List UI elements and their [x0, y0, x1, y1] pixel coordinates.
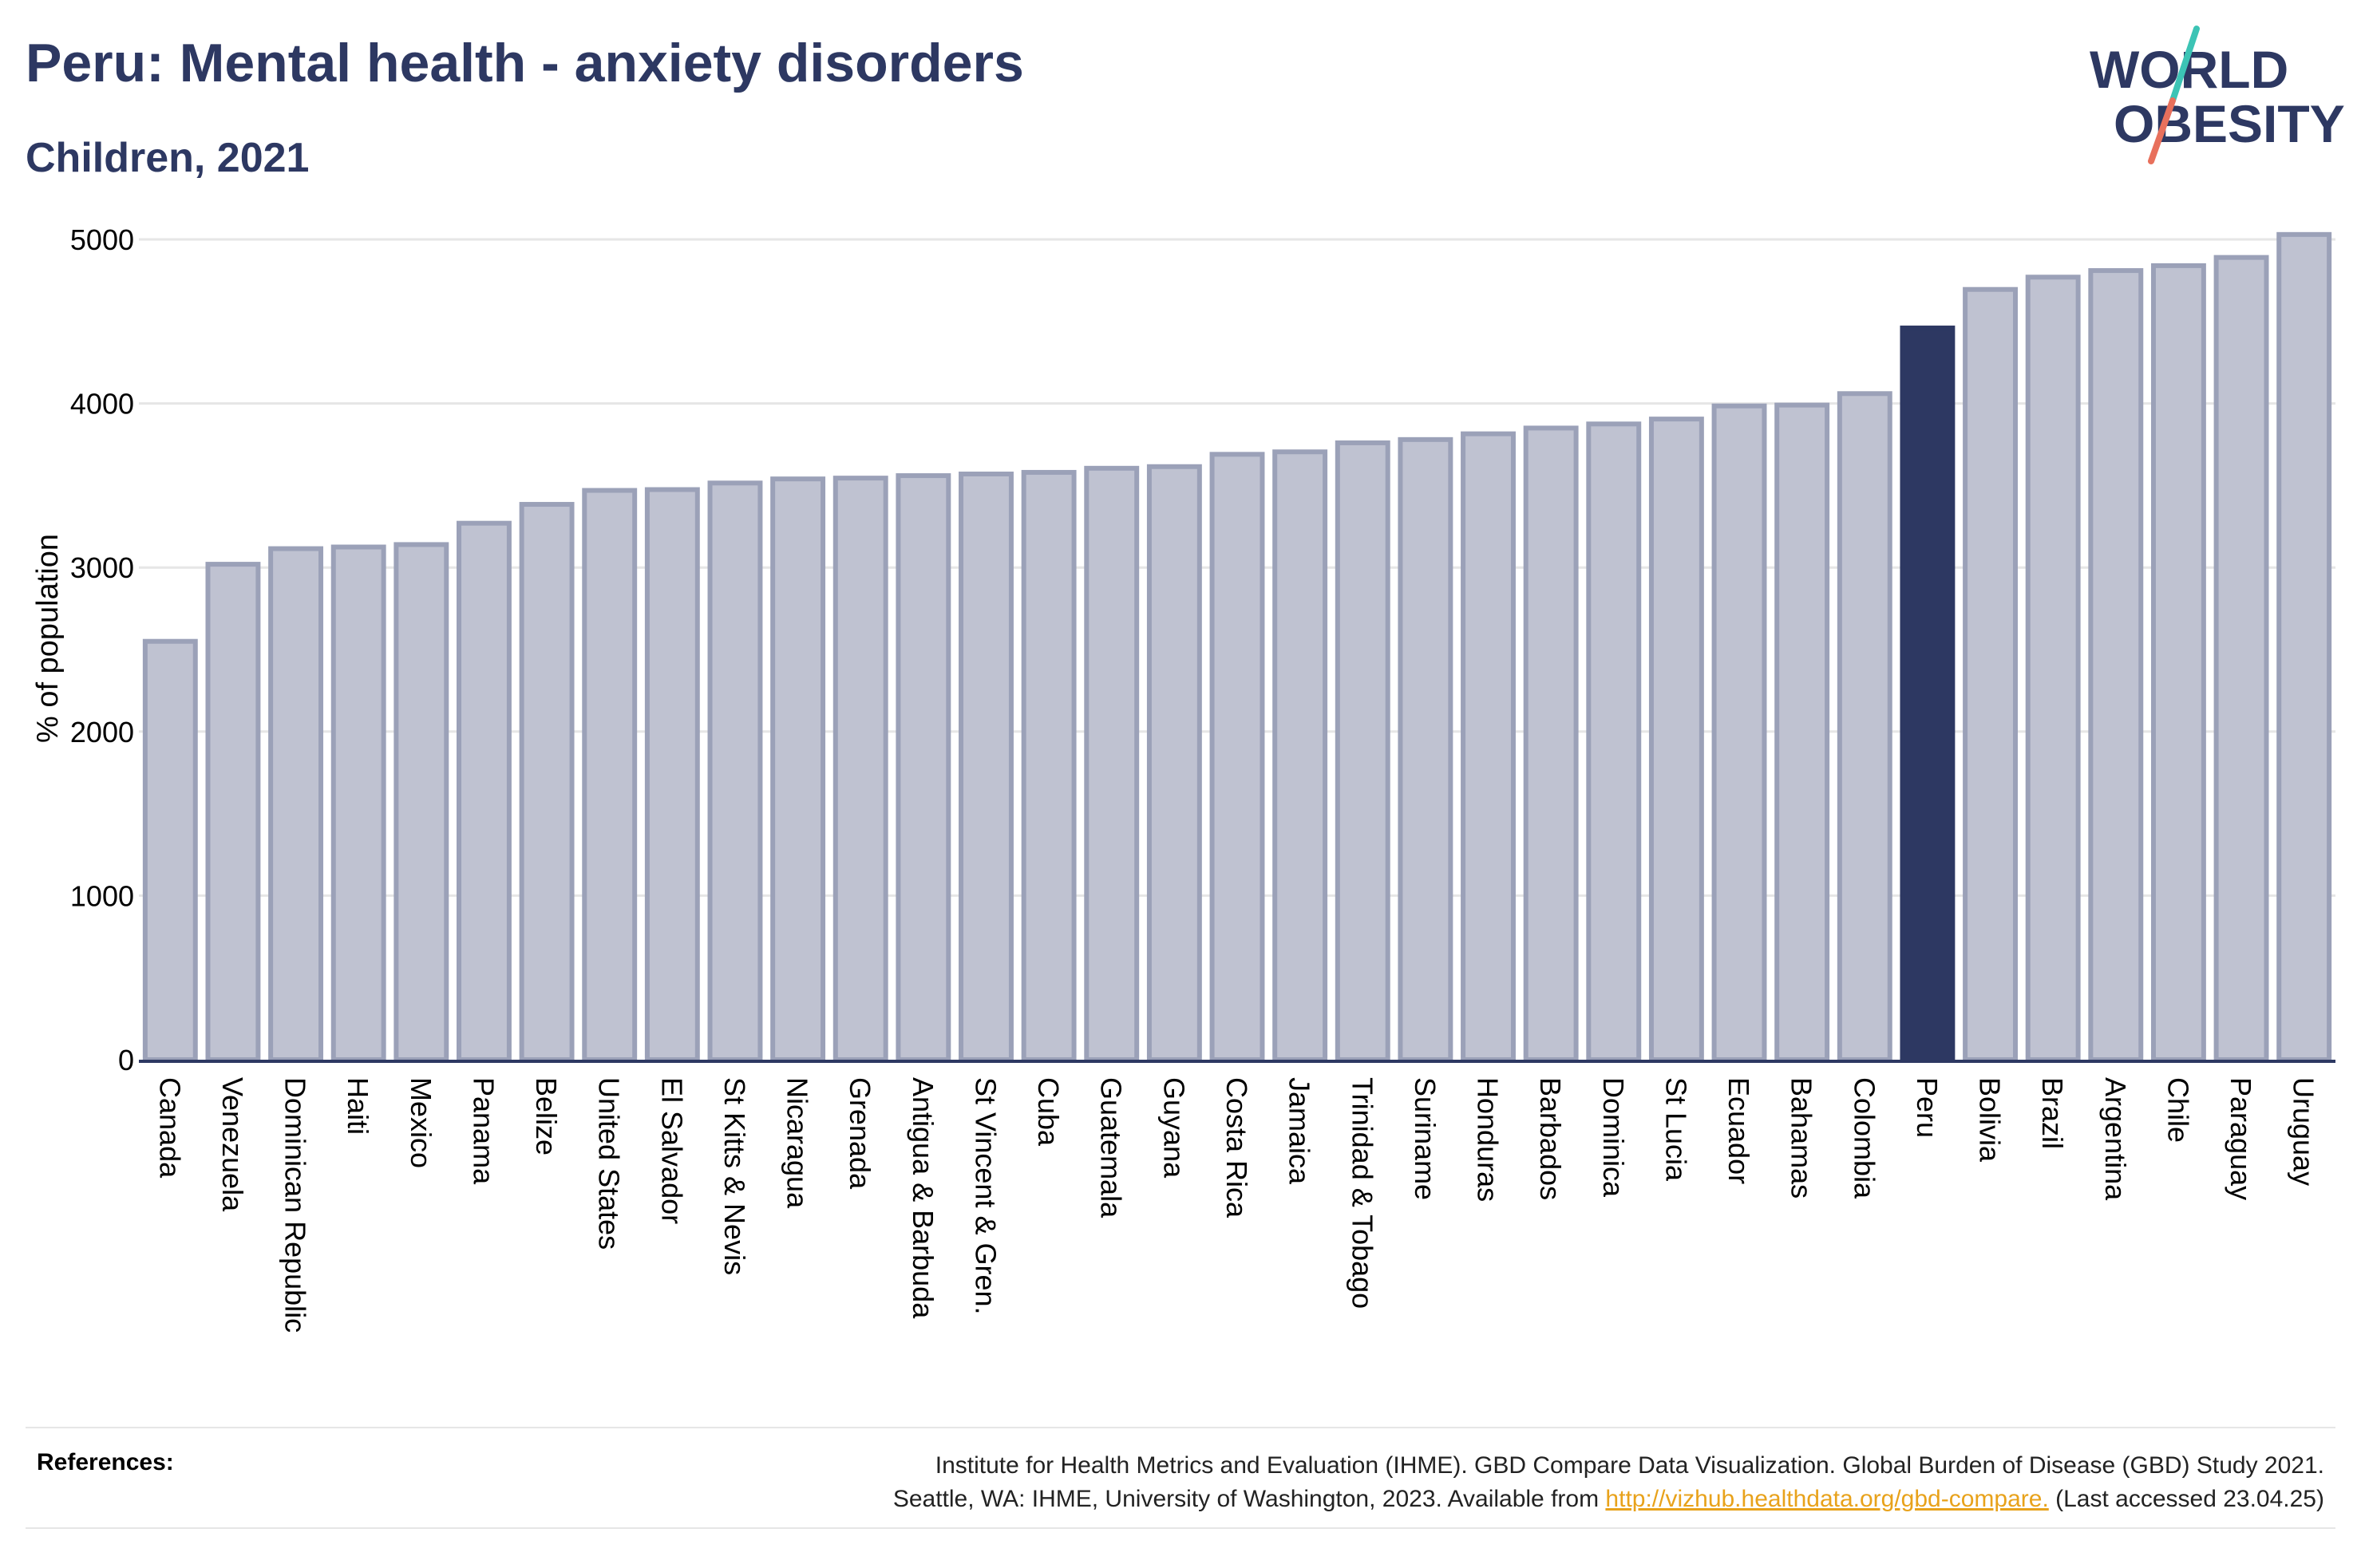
- bar: [1146, 464, 1202, 1062]
- bar: [2088, 268, 2144, 1062]
- x-tick-label: Honduras: [1472, 1077, 1505, 1202]
- x-tick-label: Venezuela: [216, 1077, 249, 1212]
- bar: [519, 502, 575, 1062]
- x-tick-label: Nicaragua: [781, 1077, 814, 1209]
- x-tick-label: Bolivia: [1974, 1077, 2007, 1163]
- x-tick-label: St Lucia: [1659, 1077, 1692, 1182]
- bar: [1335, 440, 1390, 1062]
- y-tick-label: 3000: [70, 551, 134, 584]
- x-tick-label: Antigua & Barbuda: [907, 1077, 939, 1319]
- bar: [1461, 431, 1516, 1062]
- reference-link[interactable]: http://vizhub.healthdata.org/gbd-compare…: [1605, 1486, 2049, 1512]
- x-tick-label: Argentina: [2099, 1077, 2132, 1201]
- axes: 0 1000 2000 3000 4000 5000 Canada Venezuela Domi…: [70, 223, 2335, 1333]
- x-tick-label: Paraguay: [2225, 1077, 2257, 1200]
- bar: [707, 480, 763, 1062]
- x-tick-label: Cuba: [1032, 1077, 1065, 1147]
- x-tick-label: Jamaica: [1283, 1077, 1316, 1185]
- x-tick-label: Guyana: [1157, 1077, 1190, 1179]
- bar: [1209, 452, 1265, 1062]
- reference-line-2-prefix: Seattle, WA: IHME, University of Washing…: [892, 1486, 1606, 1512]
- bar: [2025, 274, 2081, 1062]
- x-tick-label: St Kitts & Nevis: [718, 1077, 751, 1275]
- x-tick-label: Trinidad & Tobago: [1346, 1077, 1378, 1309]
- logo-line-2: OBESITY: [2114, 94, 2345, 153]
- bar: [1021, 469, 1077, 1062]
- reference-line-1: Institute for Health Metrics and Evaluat…: [935, 1452, 2324, 1479]
- bar: [330, 544, 386, 1062]
- bar: [1711, 403, 1767, 1062]
- x-tick-label: Costa Rica: [1220, 1077, 1253, 1218]
- x-tick-label: Suriname: [1409, 1077, 1442, 1200]
- x-tick-label: Dominica: [1597, 1077, 1630, 1198]
- bar: [1963, 286, 2018, 1062]
- bar: [644, 487, 700, 1062]
- bar: [1523, 425, 1579, 1062]
- x-tick-label: Colombia: [1848, 1077, 1880, 1199]
- x-tick-label: Canada: [153, 1077, 186, 1179]
- x-tick-label: Grenada: [844, 1077, 876, 1190]
- x-tick-label: El Salvador: [655, 1077, 688, 1224]
- bars: [142, 231, 2332, 1063]
- y-tick-label: 5000: [70, 223, 134, 256]
- page-title: Peru: Mental health - anxiety disorders: [26, 33, 1024, 93]
- y-tick-label: 1000: [70, 879, 134, 912]
- bar: [1398, 436, 1453, 1062]
- x-tick-label: Peru: [1911, 1077, 1944, 1138]
- reference-line-2: Seattle, WA: IHME, University of Washing…: [488, 1483, 2324, 1516]
- x-tick-label: Mexico: [405, 1077, 437, 1168]
- x-tick-label: Brazil: [2036, 1077, 2069, 1149]
- page-subtitle: Children, 2021: [26, 135, 310, 181]
- bar: [268, 546, 324, 1062]
- bar: [142, 638, 198, 1062]
- y-tick-label: 0: [118, 1044, 134, 1076]
- bar: [2213, 255, 2269, 1062]
- bar: [1774, 402, 1830, 1062]
- bar: [1272, 449, 1328, 1062]
- y-tick-label: 2000: [70, 716, 134, 748]
- world-obesity-logo: WORLD OBESITY: [2090, 26, 2345, 164]
- bar: [1084, 465, 1140, 1062]
- bar: [582, 488, 638, 1062]
- y-tick-label: 4000: [70, 388, 134, 421]
- logo-slash-teal: [2169, 26, 2200, 104]
- x-tick-label: St Vincent & Gren.: [969, 1077, 1002, 1315]
- reference-line-2-suffix: (Last accessed 23.04.25): [2048, 1486, 2324, 1512]
- logo-slash-coral: [2148, 97, 2176, 164]
- x-tick-label: Haiti: [342, 1077, 374, 1135]
- y-axis-label: % of population: [31, 534, 65, 743]
- x-tick-label: Belize: [530, 1077, 563, 1155]
- bar: [832, 476, 888, 1062]
- references-section: References: Institute for Health Metrics…: [26, 1427, 2335, 1529]
- bar: [1586, 421, 1642, 1062]
- bar: [959, 472, 1014, 1062]
- x-tick-label: Bahamas: [1786, 1077, 1818, 1199]
- bar: [896, 473, 951, 1062]
- bar-highlighted: [1900, 326, 1956, 1062]
- bar: [457, 520, 512, 1062]
- bar: [2150, 263, 2206, 1062]
- bar: [1837, 391, 1892, 1063]
- x-tick-label: Guatemala: [1095, 1077, 1128, 1218]
- bar: [2276, 231, 2332, 1062]
- x-tick-label: United States: [593, 1077, 626, 1250]
- x-tick-label: Dominican Republic: [279, 1077, 312, 1333]
- bar: [770, 476, 826, 1062]
- references-text: Institute for Health Metrics and Evaluat…: [488, 1449, 2324, 1516]
- x-tick-label: Barbados: [1534, 1077, 1567, 1200]
- references-label: References:: [37, 1449, 174, 1475]
- bar-chart: 0 1000 2000 3000 4000 5000 Canada Venezuela Domi…: [31, 223, 2335, 1333]
- bar: [394, 542, 449, 1062]
- x-tick-label: Uruguay: [2288, 1077, 2320, 1186]
- bar: [205, 562, 261, 1062]
- x-tick-label: Ecuador: [1722, 1077, 1755, 1184]
- x-tick-label: Panama: [467, 1077, 500, 1185]
- bar: [1648, 417, 1704, 1062]
- x-tick-label: Chile: [2161, 1077, 2194, 1143]
